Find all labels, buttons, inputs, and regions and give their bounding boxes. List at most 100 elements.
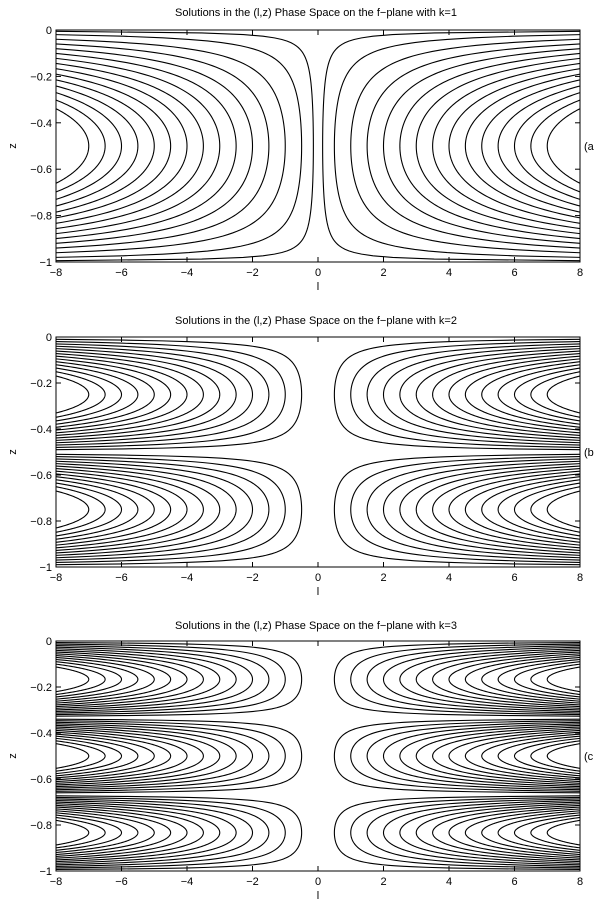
panel-c-ytick-labels: −1 −0.8 −0.6 −0.4 −0.2 0 (30, 636, 52, 878)
panel-c-ytick-label: −0.8 (30, 820, 52, 832)
panel-c-ytick-label: −1 (39, 866, 52, 878)
panel-b-xtick-label: 6 (511, 572, 517, 584)
panel-a-contour (55, 34, 303, 258)
panel-c-contour (513, 661, 581, 698)
panel-a-contour (55, 52, 237, 240)
panel-c-contour (382, 799, 581, 866)
panel-a-ytick-label: −1 (39, 257, 52, 269)
panel-b-contour (464, 473, 581, 546)
panel-c-contour (55, 655, 172, 704)
panel-c-ytick-label: −0.2 (30, 682, 52, 694)
panel-c-contour (55, 798, 270, 867)
panel-c-contour (497, 812, 581, 854)
panel-c-contour (55, 733, 155, 779)
panel-c-contour (432, 651, 581, 708)
panel-a-contour (530, 99, 581, 193)
panel-c-contour (55, 799, 254, 866)
panel-c-contour (55, 814, 123, 851)
panel-c-contour (55, 666, 90, 693)
panel-a-ticks (55, 29, 581, 263)
panel-c-contour (333, 795, 581, 871)
panel-c-contour (481, 656, 581, 702)
panel-a-xtick-label: 6 (511, 267, 517, 279)
panel-c-contour (55, 721, 270, 791)
panel-c-contour (55, 816, 106, 849)
panel-b-xtick-label: −4 (181, 572, 194, 584)
panel-b-contour (55, 348, 237, 441)
panel-c-contour (55, 743, 90, 769)
panel-b-contour (546, 375, 581, 414)
panel-a-contour (415, 57, 581, 235)
panel-a-contour (448, 68, 581, 224)
panel-b-xtick-label: 0 (315, 572, 321, 584)
panel-b-contour (366, 343, 581, 446)
panel-c-contour (55, 731, 172, 781)
panel-c-ytick-label: −0.6 (30, 774, 52, 786)
panel-c-contour (497, 658, 581, 700)
panel-a-contour (55, 99, 106, 193)
panel-a-contour (382, 48, 581, 244)
panel-c-label: (c (584, 751, 594, 763)
panel-b-xtick-label: 4 (446, 572, 452, 584)
panel-b-contour (333, 453, 581, 566)
panel-c-contour (399, 724, 581, 788)
panel-c-contour (432, 728, 581, 784)
panel-a-xtick-label: −6 (115, 267, 128, 279)
panel-a-contour (55, 73, 172, 219)
panel-c-contour (55, 801, 237, 864)
panel-c-contour (333, 718, 581, 794)
panel-c-contour (55, 810, 155, 856)
panel-a-xtick-label: 2 (380, 267, 386, 279)
panel-c-contour (55, 724, 237, 788)
panel-b-contour (55, 470, 188, 549)
panel-b-contour (55, 367, 123, 422)
panel-b-contour (432, 468, 581, 551)
panel-c-contour (399, 801, 581, 864)
panel-c-xtick-label: 2 (380, 876, 386, 888)
panel-b: Solutions in the (l,z) Phase Space on th… (7, 315, 594, 598)
panel-a-contour (432, 62, 581, 230)
panel-c-contour (55, 726, 221, 786)
panel-b-contour (448, 355, 581, 434)
panel-a-contour (464, 73, 581, 219)
panel-c-contour (464, 655, 581, 704)
panel-a-xtick-label: 4 (446, 267, 452, 279)
panel-b-xlabel: l (317, 586, 319, 598)
panel-a-ytick-labels: −1 −0.8 −0.6 −0.4 −0.2 0 (30, 25, 52, 269)
panel-c-contour (464, 731, 581, 781)
panel-a-contour (55, 43, 270, 249)
panel-c-xtick-label: 0 (315, 876, 321, 888)
panel-b-contour (366, 458, 581, 561)
panel-a-xlabel: l (317, 281, 319, 293)
panel-a-ylabel: z (7, 143, 19, 149)
panel-b-label: (b (584, 447, 594, 459)
panel-b-xtick-label: −6 (115, 572, 128, 584)
panel-b-ytick-label: −0.4 (30, 424, 52, 436)
panel-c-contour (366, 721, 581, 791)
panel-a-xtick-label: −4 (181, 267, 194, 279)
panel-c-xtick-label: −8 (50, 876, 63, 888)
panel-c-contour (55, 661, 123, 698)
panel-a-ytick-label: 0 (46, 25, 52, 37)
panel-b-contour (55, 350, 221, 439)
panel-b-contour (530, 371, 581, 418)
panel-c-xlabel: l (317, 890, 319, 902)
panel-a-contour (513, 92, 581, 200)
panel-b-contour (55, 458, 270, 561)
panel-b-contour (55, 361, 155, 428)
panel-b-contour (55, 355, 188, 434)
panel-b-contour (350, 341, 581, 448)
panel-c-contour (399, 648, 581, 711)
panel-a-contour (55, 62, 204, 230)
panel-c-contour (55, 649, 221, 709)
panel-b-contour (497, 364, 581, 425)
panel-c-contour (415, 726, 581, 786)
panel-b-contour (415, 350, 581, 439)
panel-a-contour (350, 38, 581, 254)
panel-a-curves (55, 30, 581, 262)
panel-a-ytick-label: −0.4 (30, 118, 52, 130)
panel-c-contour (55, 812, 139, 854)
panel-b-xtick-label: −8 (50, 572, 63, 584)
panel-c-contour (55, 656, 155, 702)
panel-c-contour (530, 816, 581, 849)
